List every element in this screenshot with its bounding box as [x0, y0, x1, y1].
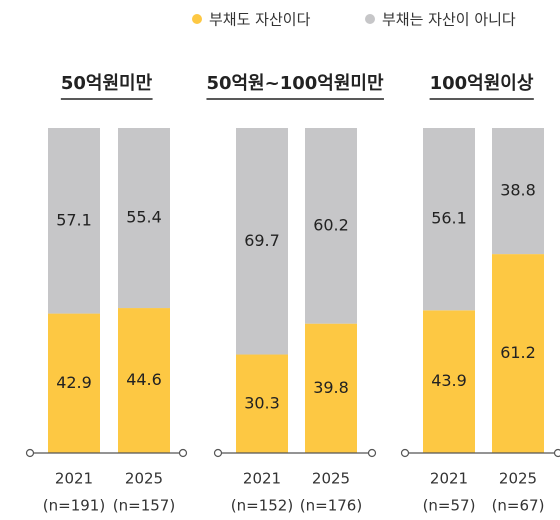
value-label: 42.9 [56, 373, 92, 392]
bar-segment [305, 323, 357, 453]
axis-end [367, 448, 377, 458]
bar-segment [423, 128, 475, 311]
value-label: 39.8 [313, 378, 349, 397]
value-label: 56.1 [431, 209, 467, 228]
x-tick-label: 2021 [243, 470, 281, 488]
value-label: 61.2 [500, 343, 536, 362]
legend-swatch [192, 14, 202, 24]
legend-label: 부채도 자산이다 [209, 11, 311, 29]
value-label: 69.7 [244, 231, 280, 250]
bar-segment [423, 310, 475, 453]
sample-size-label: (n=157) [113, 497, 175, 515]
panel-title: 50억원미만 [61, 73, 153, 94]
bar-segment [48, 313, 100, 453]
legend-label: 부채는 자산이 아니다 [382, 11, 516, 29]
x-tick-label: 2025 [499, 470, 537, 488]
sample-size-label: (n=176) [300, 497, 362, 515]
axis-end [400, 448, 410, 458]
bar-segment [492, 254, 544, 453]
value-label: 30.3 [244, 393, 280, 412]
value-label: 44.6 [126, 370, 162, 389]
sample-size-label: (n=152) [231, 497, 293, 515]
value-label: 38.8 [500, 181, 536, 200]
sample-size-label: (n=191) [43, 497, 105, 515]
panel-title: 50억원~100억원미만 [206, 73, 384, 94]
bar-segment [492, 128, 544, 255]
x-tick-label: 2021 [55, 470, 93, 488]
value-label: 60.2 [313, 215, 349, 234]
panel-title: 100억원이상 [430, 73, 534, 94]
bar-segment [236, 128, 288, 355]
bar-segment [48, 128, 100, 314]
sample-size-label: (n=67) [492, 497, 545, 515]
bar-segment [236, 354, 288, 453]
x-tick-label: 2021 [430, 470, 468, 488]
bar-segment [118, 308, 170, 453]
legend-swatch [365, 14, 375, 24]
x-tick-label: 2025 [312, 470, 350, 488]
value-label: 55.4 [126, 208, 162, 227]
axis-end [178, 448, 188, 458]
sample-size-label: (n=57) [423, 497, 476, 515]
value-label: 43.9 [431, 371, 467, 390]
bar-segment [305, 128, 357, 324]
axis-end [213, 448, 223, 458]
x-tick-label: 2025 [125, 470, 163, 488]
value-label: 57.1 [56, 210, 92, 229]
axis-end [25, 448, 35, 458]
bar-segment [118, 128, 170, 309]
axis-end [553, 448, 560, 458]
